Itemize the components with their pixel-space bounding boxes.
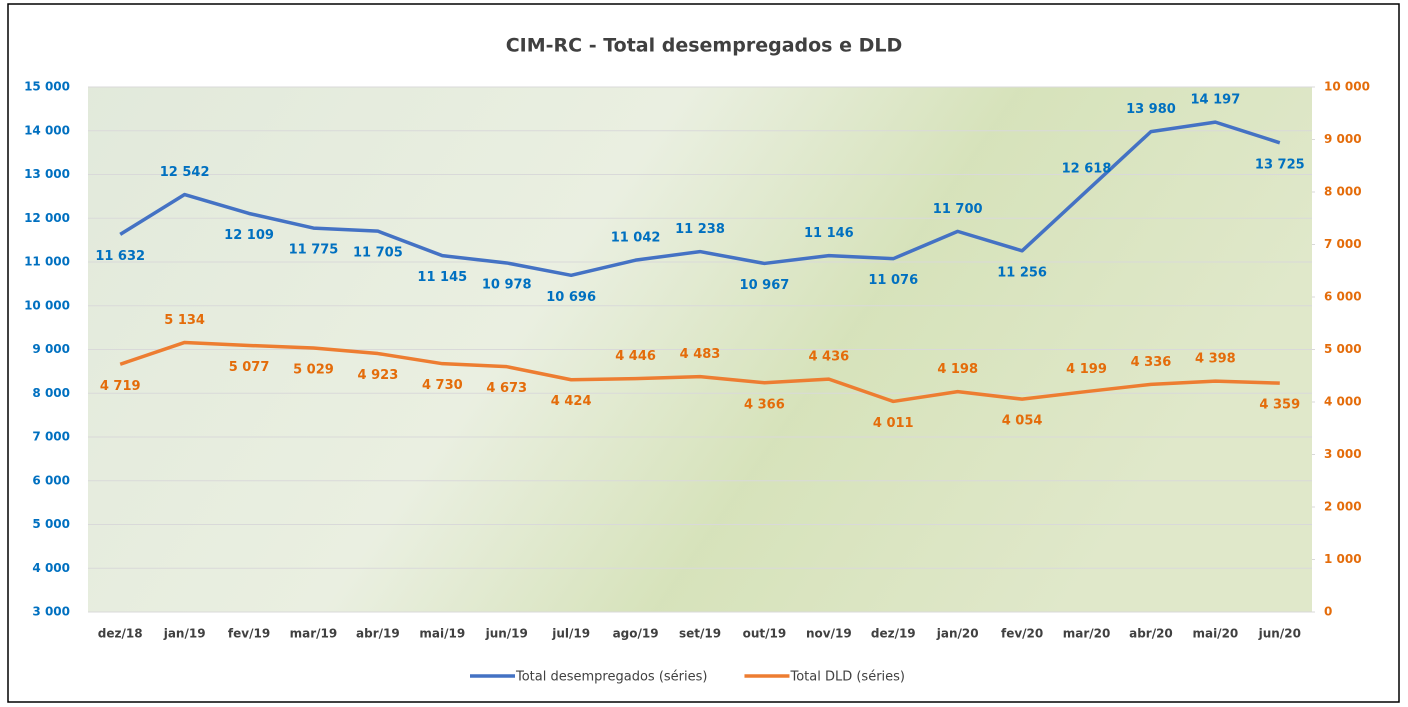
x-tick-label: mai/20 [1192, 627, 1238, 641]
y-tick-label: 15 000 [24, 80, 70, 94]
data-label: 11 256 [997, 265, 1047, 280]
y2-tick-label: 10 000 [1324, 80, 1370, 94]
data-label: 4 673 [486, 381, 527, 396]
data-label: 11 700 [933, 202, 983, 217]
data-label: 13 980 [1126, 102, 1176, 117]
data-label: 13 725 [1255, 157, 1305, 172]
data-label: 5 029 [293, 362, 334, 377]
data-label: 4 730 [422, 378, 463, 393]
x-tick-label: mar/19 [290, 627, 338, 641]
x-tick-label: nov/19 [806, 627, 852, 641]
y-tick-label: 11 000 [24, 255, 70, 269]
y2-tick-label: 9 000 [1324, 132, 1362, 146]
data-label: 4 011 [873, 416, 914, 431]
x-tick-label: jun/20 [1258, 627, 1301, 641]
data-label: 4 483 [680, 347, 721, 362]
x-tick-label: fev/20 [1001, 627, 1043, 641]
data-label: 4 446 [615, 349, 656, 364]
y2-tick-label: 8 000 [1324, 185, 1362, 199]
data-label: 5 077 [229, 360, 270, 375]
data-label: 4 719 [100, 379, 141, 394]
y-tick-label: 13 000 [24, 167, 70, 181]
x-tick-label: abr/20 [1129, 627, 1173, 641]
data-label: 4 398 [1195, 352, 1236, 367]
y2-tick-label: 7 000 [1324, 237, 1362, 251]
x-tick-label: abr/19 [356, 627, 400, 641]
x-tick-label: fev/19 [228, 627, 270, 641]
x-tick-label: set/19 [679, 627, 721, 641]
y-tick-label: 12 000 [24, 211, 70, 225]
legend-label: Total desempregados (séries) [515, 670, 707, 685]
legend-label: Total DLD (séries) [789, 670, 905, 685]
y2-tick-label: 0 [1324, 605, 1332, 619]
data-label: 11 632 [95, 249, 145, 264]
data-label: 4 359 [1259, 398, 1300, 413]
chart-title: CIM-RC - Total desempregados e DLD [506, 35, 903, 57]
y-tick-label: 10 000 [24, 298, 70, 312]
x-tick-label: dez/19 [871, 627, 916, 641]
data-label: 14 197 [1190, 93, 1240, 108]
x-tick-label: jan/19 [163, 627, 206, 641]
x-tick-label: out/19 [743, 627, 787, 641]
data-label: 4 198 [937, 362, 978, 377]
y-tick-label: 14 000 [24, 123, 70, 137]
x-tick-label: jan/20 [936, 627, 979, 641]
y2-tick-label: 4 000 [1324, 395, 1362, 409]
y2-tick-label: 3 000 [1324, 447, 1362, 461]
data-label: 4 923 [358, 368, 399, 383]
data-label: 4 054 [1002, 414, 1043, 429]
x-tick-label: dez/18 [98, 627, 143, 641]
y2-tick-label: 6 000 [1324, 290, 1362, 304]
data-label: 11 076 [868, 273, 918, 288]
x-tick-label: jul/19 [551, 627, 590, 641]
data-label: 4 436 [808, 350, 849, 365]
data-label: 4 366 [744, 397, 785, 412]
page: CIM-RC - Total desempregados e DLD 3 000… [0, 0, 1408, 707]
chart: CIM-RC - Total desempregados e DLD 3 000… [0, 0, 1408, 707]
y-tick-label: 8 000 [32, 386, 70, 400]
data-label: 12 542 [160, 165, 210, 180]
y2-tick-label: 2 000 [1324, 500, 1362, 514]
y-tick-label: 5 000 [32, 517, 70, 531]
y2-tick-label: 1 000 [1324, 552, 1362, 566]
data-label: 11 145 [417, 270, 467, 285]
y-tick-label: 3 000 [32, 605, 70, 619]
y-tick-label: 9 000 [32, 342, 70, 356]
data-label: 4 424 [551, 394, 592, 409]
data-label: 11 705 [353, 246, 403, 261]
y-tick-label: 7 000 [32, 430, 70, 444]
x-tick-label: mai/19 [419, 627, 465, 641]
data-label: 11 042 [611, 231, 661, 246]
data-label: 10 696 [546, 290, 596, 305]
data-label: 12 109 [224, 228, 274, 243]
data-label: 5 134 [164, 313, 205, 328]
data-label: 10 967 [740, 278, 790, 293]
data-label: 11 146 [804, 226, 854, 241]
x-tick-label: jun/19 [485, 627, 528, 641]
y-tick-label: 6 000 [32, 473, 70, 487]
data-label: 4 336 [1131, 355, 1172, 370]
data-label: 12 618 [1062, 162, 1112, 177]
data-label: 10 978 [482, 277, 532, 292]
data-label: 11 775 [289, 243, 339, 258]
y2-tick-label: 5 000 [1324, 342, 1362, 356]
data-label: 4 199 [1066, 362, 1107, 377]
data-label: 11 238 [675, 222, 725, 237]
x-tick-label: mar/20 [1063, 627, 1111, 641]
x-tick-label: ago/19 [613, 627, 659, 641]
y-tick-label: 4 000 [32, 561, 70, 575]
